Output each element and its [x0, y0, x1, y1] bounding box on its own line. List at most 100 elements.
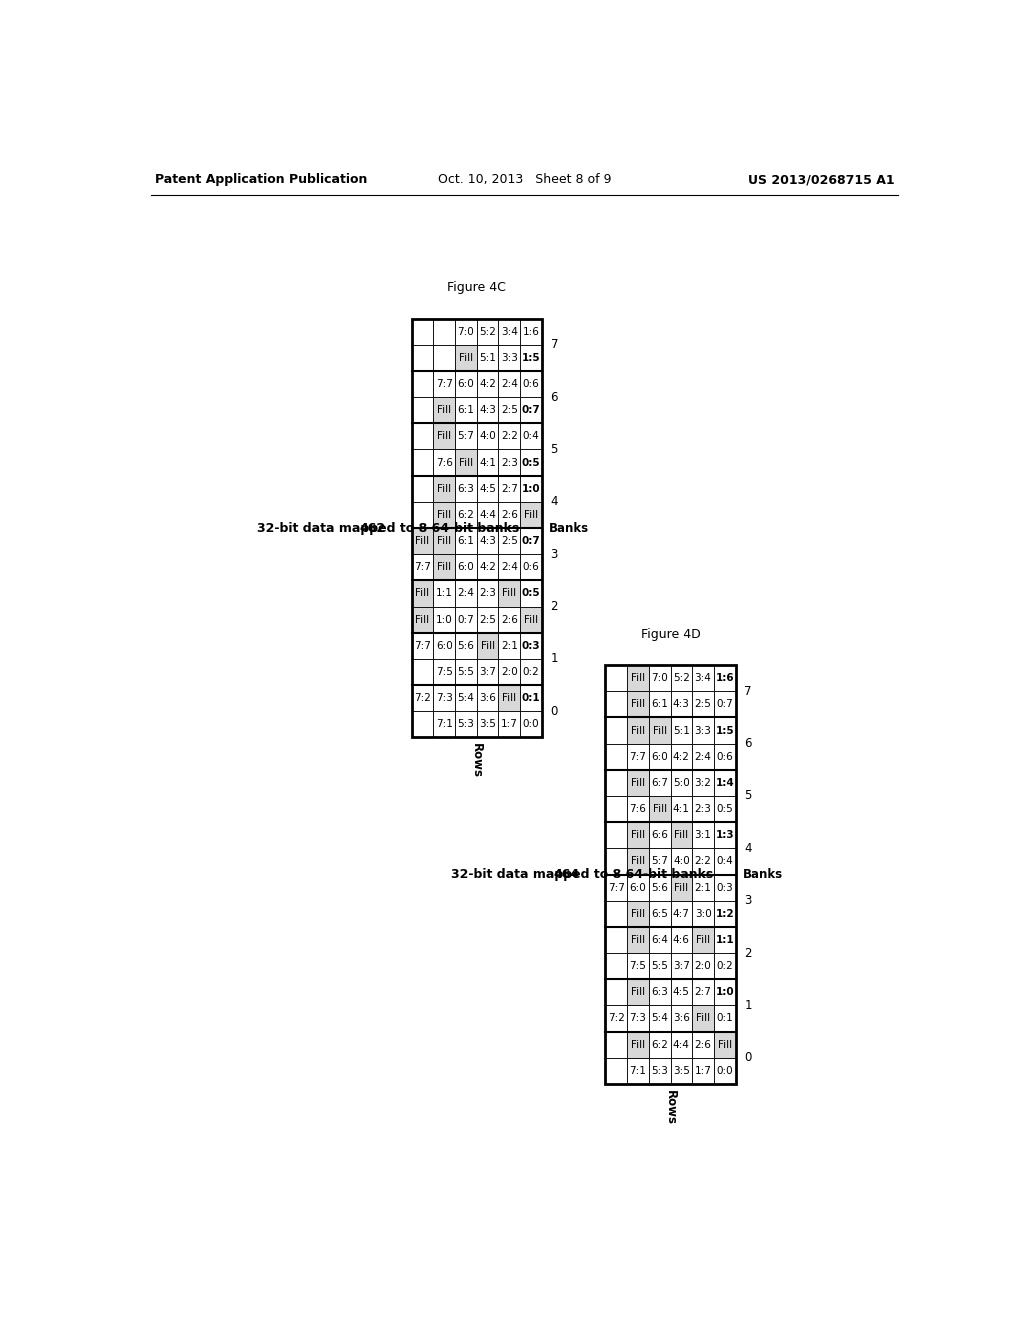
- Text: 4:2: 4:2: [479, 562, 496, 573]
- Bar: [412, 607, 433, 632]
- Bar: [692, 665, 714, 692]
- Bar: [520, 345, 542, 371]
- Text: 0:3: 0:3: [717, 883, 733, 892]
- Bar: [605, 665, 735, 1084]
- Text: 2:0: 2:0: [694, 961, 712, 972]
- Bar: [520, 554, 542, 581]
- Text: 6:4: 6:4: [651, 935, 668, 945]
- Bar: [605, 849, 627, 875]
- Text: 0:7: 0:7: [521, 536, 541, 546]
- Bar: [649, 849, 671, 875]
- Text: 5:4: 5:4: [458, 693, 474, 704]
- Text: Fill: Fill: [652, 804, 667, 814]
- Text: 4:0: 4:0: [673, 857, 690, 866]
- Bar: [605, 743, 627, 770]
- Text: 6: 6: [551, 391, 558, 404]
- Text: 0:5: 0:5: [521, 589, 541, 598]
- Text: 3:2: 3:2: [694, 777, 712, 788]
- Text: Fill: Fill: [502, 693, 516, 704]
- Bar: [692, 1057, 714, 1084]
- Text: 3:7: 3:7: [673, 961, 690, 972]
- Bar: [499, 685, 520, 711]
- Bar: [649, 665, 671, 692]
- Text: 1:6: 1:6: [522, 326, 540, 337]
- Text: 6:0: 6:0: [458, 379, 474, 389]
- Text: 5:4: 5:4: [651, 1014, 668, 1023]
- Bar: [412, 318, 433, 345]
- Bar: [477, 450, 499, 475]
- Text: Fill: Fill: [631, 726, 645, 735]
- Text: Fill: Fill: [437, 510, 452, 520]
- Bar: [477, 475, 499, 502]
- Text: 7:2: 7:2: [414, 693, 431, 704]
- Text: 2:6: 2:6: [694, 1040, 712, 1049]
- Bar: [477, 581, 499, 607]
- Text: Fill: Fill: [459, 458, 473, 467]
- Bar: [692, 849, 714, 875]
- Text: 7:3: 7:3: [436, 693, 453, 704]
- Text: 0:7: 0:7: [458, 615, 474, 624]
- Bar: [477, 554, 499, 581]
- Bar: [671, 849, 692, 875]
- Bar: [692, 743, 714, 770]
- Text: 4: 4: [551, 495, 558, 508]
- Bar: [692, 1032, 714, 1057]
- Text: 4:4: 4:4: [479, 510, 496, 520]
- Text: Fill: Fill: [652, 726, 667, 735]
- Text: 0:5: 0:5: [717, 804, 733, 814]
- Bar: [714, 665, 735, 692]
- Text: 7:6: 7:6: [436, 458, 453, 467]
- Bar: [692, 822, 714, 849]
- Bar: [714, 770, 735, 796]
- Bar: [605, 770, 627, 796]
- Text: 5:1: 5:1: [673, 726, 690, 735]
- Text: 1:4: 1:4: [716, 777, 734, 788]
- Text: 5:5: 5:5: [458, 667, 474, 677]
- Text: 7:7: 7:7: [630, 751, 646, 762]
- Text: 4:1: 4:1: [673, 804, 690, 814]
- Text: Fill: Fill: [416, 589, 429, 598]
- Bar: [477, 685, 499, 711]
- Bar: [499, 450, 520, 475]
- Bar: [499, 607, 520, 632]
- Text: 7:0: 7:0: [651, 673, 668, 684]
- Bar: [477, 659, 499, 685]
- Text: 3:5: 3:5: [673, 1065, 690, 1076]
- Bar: [671, 1057, 692, 1084]
- Text: Fill: Fill: [631, 908, 645, 919]
- Bar: [477, 424, 499, 449]
- Bar: [455, 554, 477, 581]
- Text: 0:2: 0:2: [522, 667, 540, 677]
- Bar: [605, 796, 627, 822]
- Bar: [520, 685, 542, 711]
- Text: 4:2: 4:2: [479, 379, 496, 389]
- Bar: [455, 659, 477, 685]
- Bar: [692, 1006, 714, 1032]
- Text: Fill: Fill: [437, 405, 452, 416]
- Bar: [671, 692, 692, 718]
- Bar: [412, 424, 433, 449]
- Text: Fill: Fill: [696, 1014, 710, 1023]
- Bar: [433, 528, 455, 554]
- Bar: [692, 875, 714, 900]
- Bar: [627, 1057, 649, 1084]
- Text: 2:6: 2:6: [501, 510, 518, 520]
- Text: Fill: Fill: [459, 352, 473, 363]
- Bar: [714, 718, 735, 743]
- Bar: [433, 659, 455, 685]
- Bar: [605, 692, 627, 718]
- Bar: [605, 665, 627, 692]
- Bar: [499, 581, 520, 607]
- Bar: [671, 796, 692, 822]
- Text: 2:1: 2:1: [501, 640, 518, 651]
- Bar: [499, 345, 520, 371]
- Text: 0:6: 0:6: [522, 379, 540, 389]
- Text: 7:7: 7:7: [414, 562, 431, 573]
- Text: 2:6: 2:6: [501, 615, 518, 624]
- Bar: [499, 397, 520, 424]
- Bar: [649, 770, 671, 796]
- Bar: [520, 397, 542, 424]
- Text: Fill: Fill: [524, 615, 538, 624]
- Text: 4: 4: [744, 842, 752, 855]
- Text: Fill: Fill: [718, 1040, 732, 1049]
